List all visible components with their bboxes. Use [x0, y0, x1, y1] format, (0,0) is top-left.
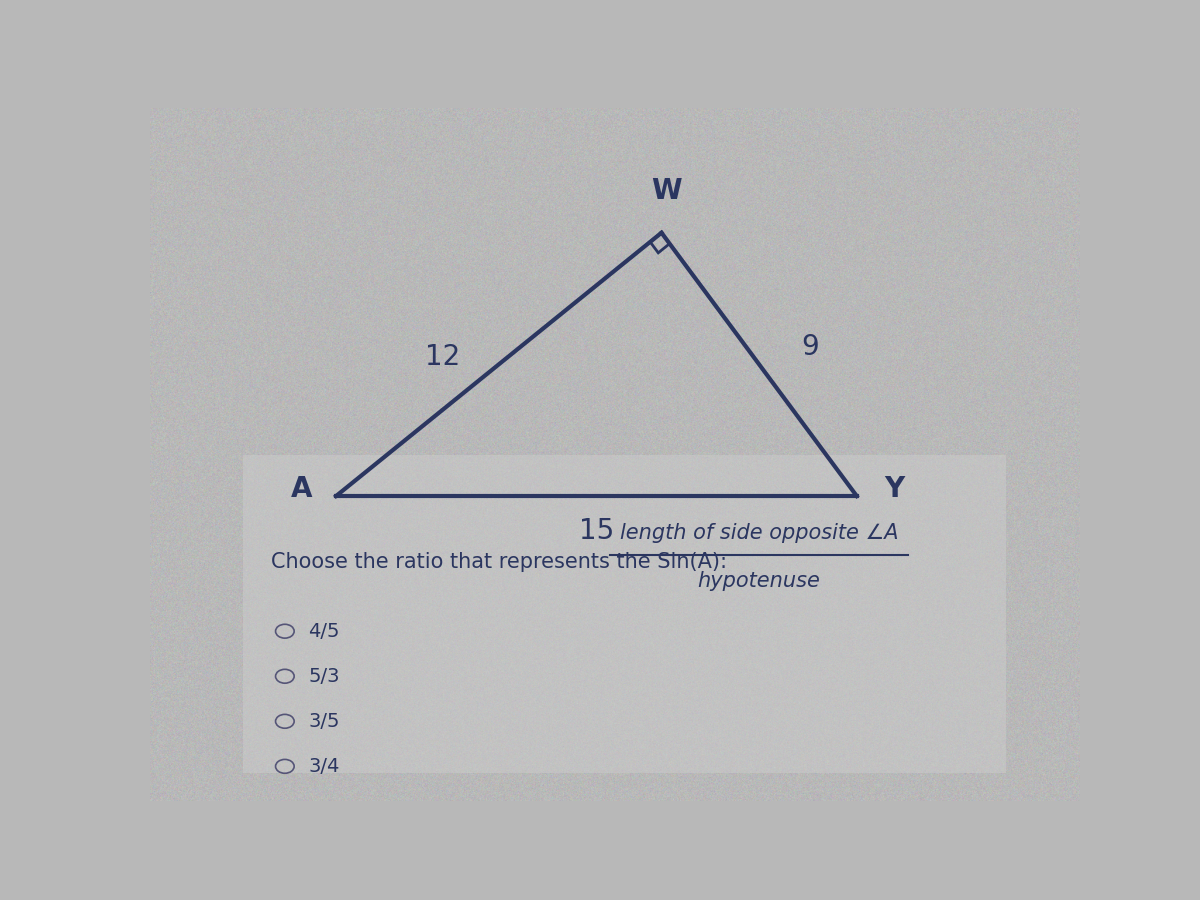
Text: 5/3: 5/3 [308, 667, 340, 686]
Text: 3/5: 3/5 [308, 712, 340, 731]
Text: W: W [650, 177, 682, 205]
Text: length of side opposite ∠A: length of side opposite ∠A [620, 523, 899, 543]
Text: 4/5: 4/5 [308, 622, 340, 641]
Text: A: A [292, 475, 313, 503]
Text: Y: Y [884, 475, 905, 503]
FancyBboxPatch shape [242, 454, 1006, 773]
Text: 9: 9 [802, 333, 820, 361]
Text: Choose the ratio that represents the Sin(A):: Choose the ratio that represents the Sin… [271, 552, 727, 572]
Text: 15: 15 [578, 517, 614, 544]
Text: hypotenuse: hypotenuse [697, 572, 821, 591]
Text: 12: 12 [425, 344, 461, 372]
Text: 3/4: 3/4 [308, 757, 340, 776]
